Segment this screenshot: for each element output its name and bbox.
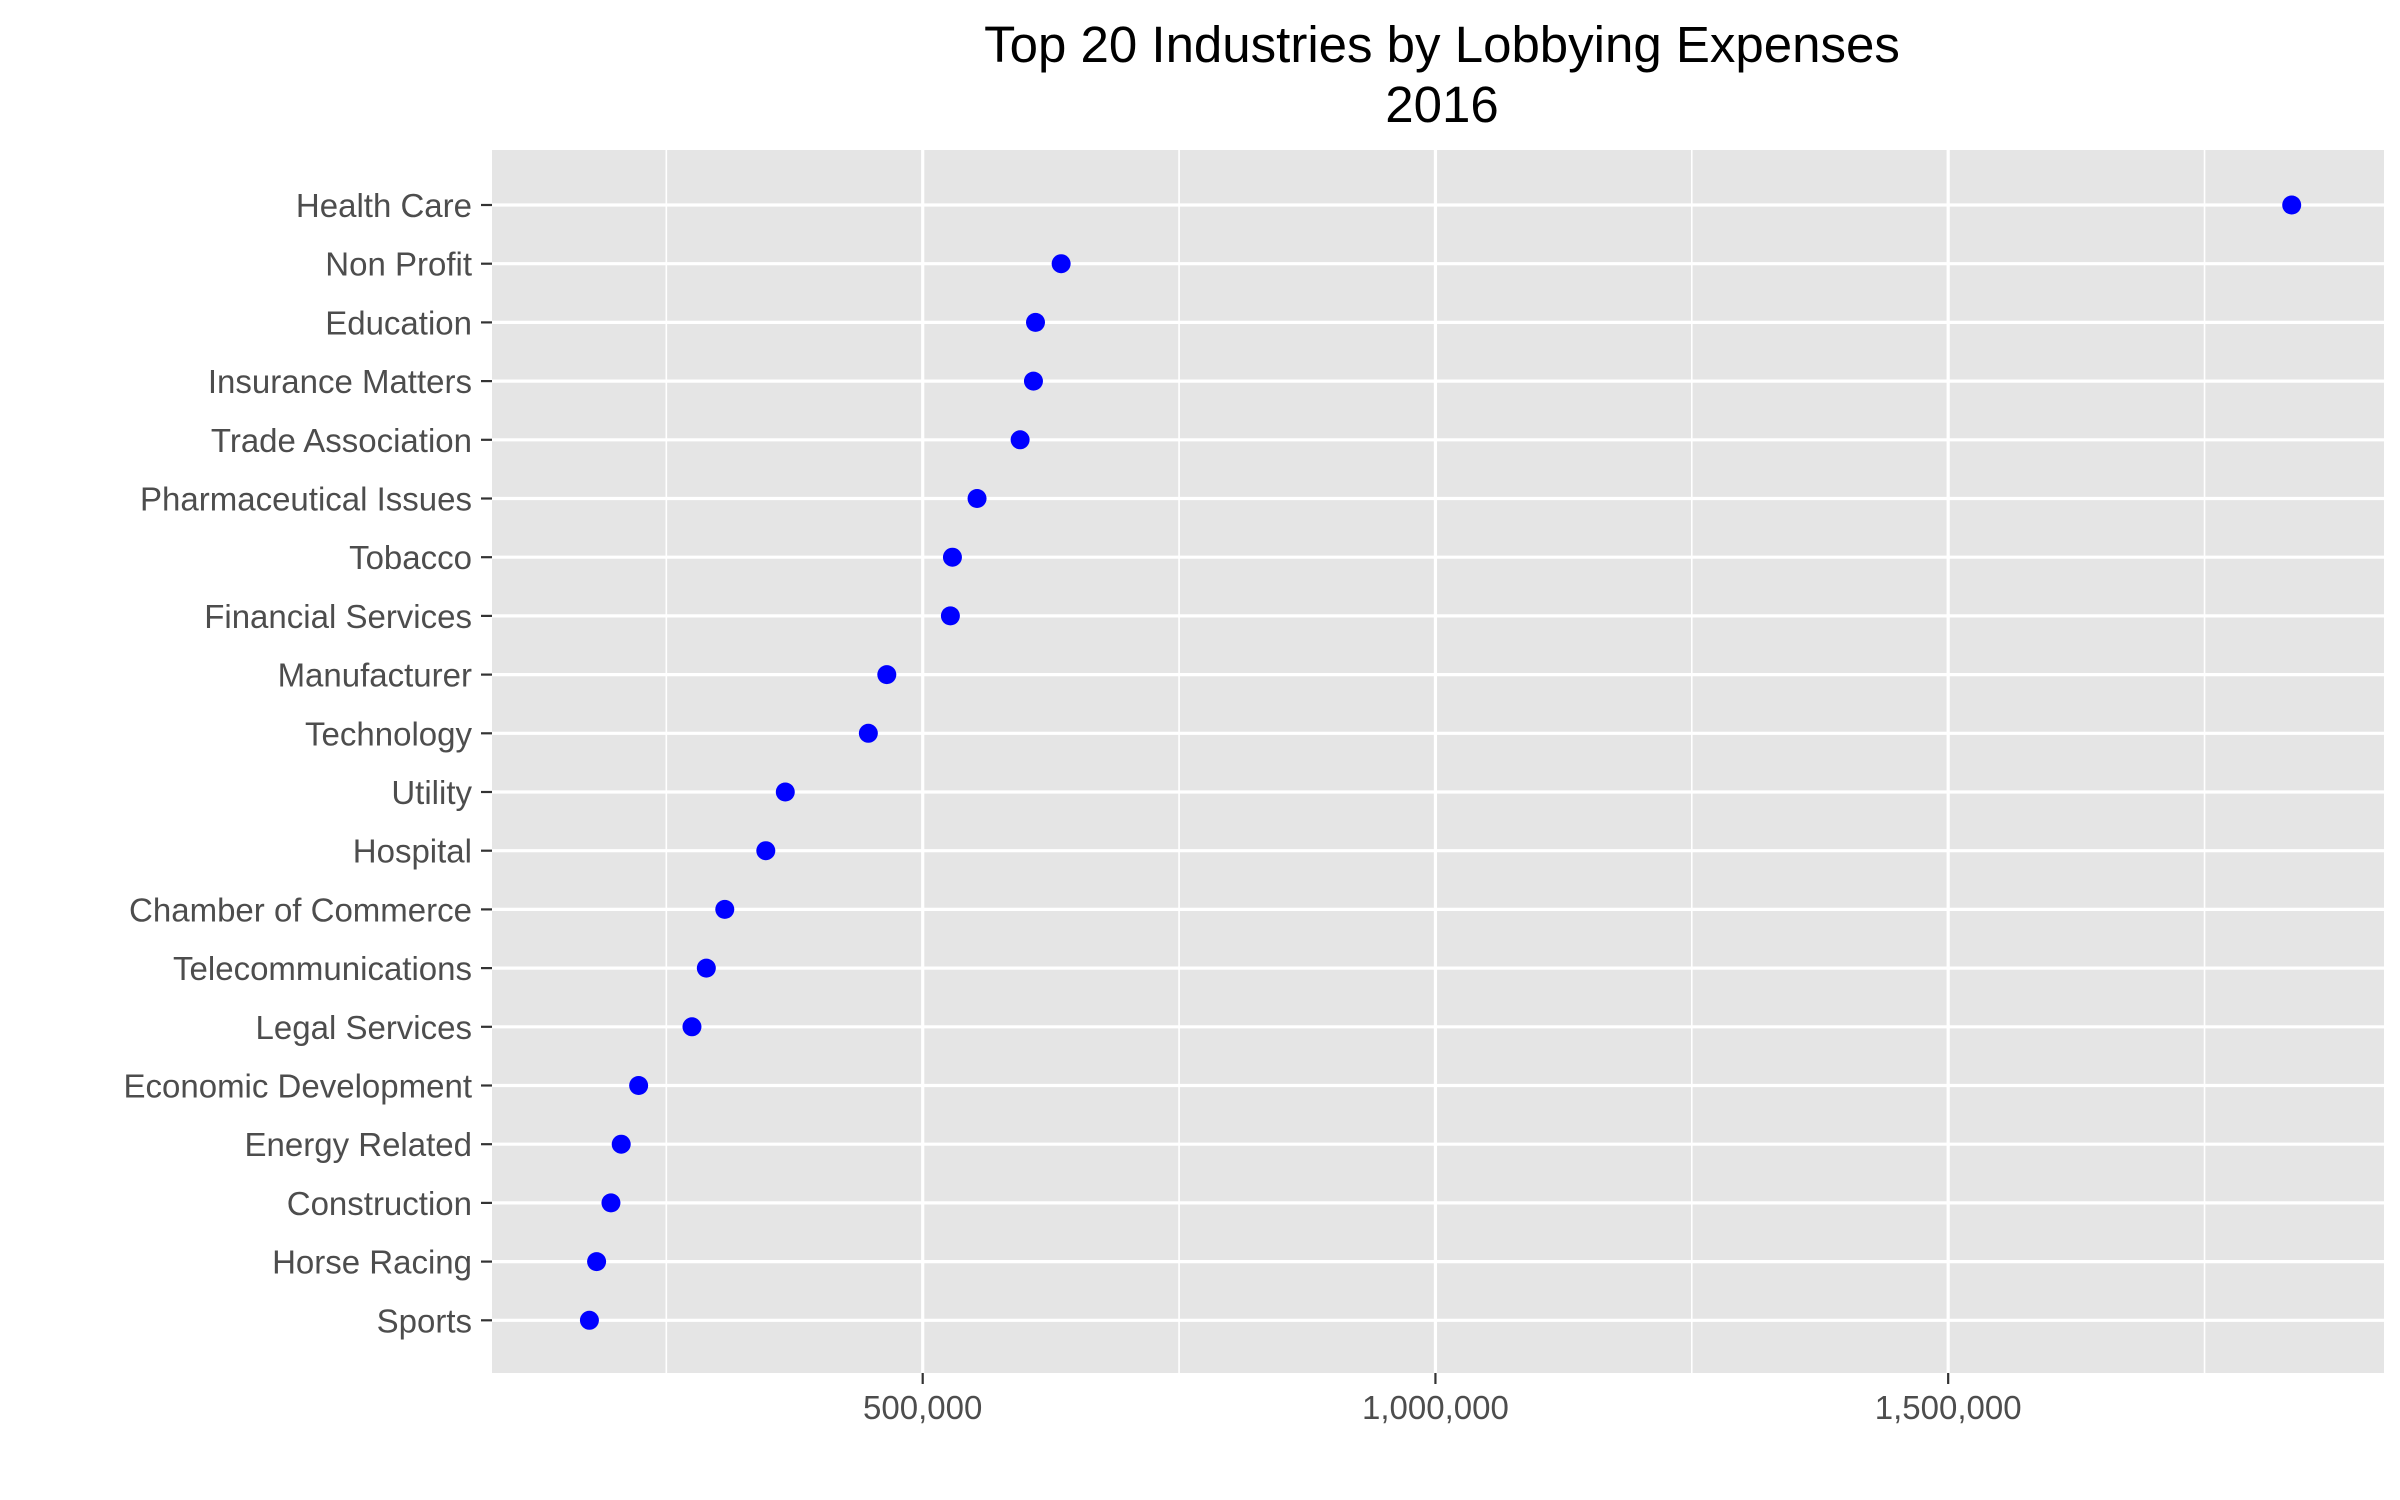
- y-tick-label: Hospital: [353, 833, 472, 870]
- chart-title-line: Top 20 Industries by Lobbying Expenses: [984, 16, 1900, 73]
- y-tick-label: Trade Association: [211, 422, 472, 459]
- data-point: [2282, 195, 2302, 215]
- y-tick-label: Legal Services: [256, 1009, 472, 1046]
- y-tick-label: Sports: [377, 1302, 472, 1339]
- x-tick-label: 1,500,000: [1875, 1389, 2022, 1426]
- data-point: [601, 1193, 621, 1213]
- data-point: [858, 723, 878, 743]
- chart-subtitle-line: 2016: [1385, 76, 1498, 133]
- data-point: [579, 1310, 599, 1330]
- y-tick-label: Manufacturer: [278, 657, 472, 694]
- data-point: [1010, 430, 1030, 450]
- y-tick-label: Construction: [287, 1185, 472, 1222]
- y-axis: Health Care Non Profit Education Insurance …: [124, 187, 492, 1339]
- x-tick-label: 500,000: [863, 1389, 982, 1426]
- y-tick-label: Health Care: [296, 187, 472, 224]
- data-point: [877, 665, 897, 685]
- data-point: [967, 489, 987, 508]
- y-tick-label: Pharmaceutical Issues: [140, 481, 472, 518]
- data-point: [682, 1017, 702, 1037]
- x-axis: 500,000 1,000,000 1,500,000: [863, 1373, 2022, 1426]
- data-point: [715, 899, 735, 919]
- minor-gridlines: [665, 150, 2206, 1373]
- data-point: [1023, 371, 1043, 391]
- y-tick-label: Financial Services: [204, 598, 472, 635]
- y-tick-label: Utility: [391, 774, 472, 811]
- y-tick-label: Horse Racing: [272, 1244, 472, 1281]
- y-tick-label: Economic Development: [124, 1068, 473, 1105]
- y-tick-label: Chamber of Commerce: [129, 891, 472, 928]
- data-point: [942, 547, 962, 567]
- major-gridlines: [492, 150, 2384, 1373]
- data-point: [940, 606, 960, 626]
- y-tick-label: Energy Related: [245, 1126, 472, 1163]
- y-tick-label: Insurance Matters: [208, 363, 472, 400]
- data-point: [587, 1252, 607, 1272]
- y-tick-label: Tobacco: [349, 539, 472, 576]
- chart-title: Top 20 Industries by Lobbying Expenses 2…: [984, 16, 1900, 133]
- y-tick-label: Non Profit: [325, 246, 472, 283]
- data-points: [579, 195, 2302, 1330]
- y-tick-label: Telecommunications: [173, 950, 472, 987]
- data-point: [629, 1076, 649, 1095]
- data-point: [696, 958, 716, 978]
- data-point: [756, 841, 776, 861]
- data-point: [775, 782, 795, 802]
- x-tick-label: 1,000,000: [1362, 1389, 1509, 1426]
- data-point: [611, 1134, 631, 1154]
- y-tick-label: Education: [325, 304, 472, 341]
- plot-panel: [492, 150, 2384, 1373]
- data-point: [1051, 254, 1071, 274]
- y-tick-label: Technology: [305, 715, 472, 752]
- data-point: [1026, 312, 1046, 332]
